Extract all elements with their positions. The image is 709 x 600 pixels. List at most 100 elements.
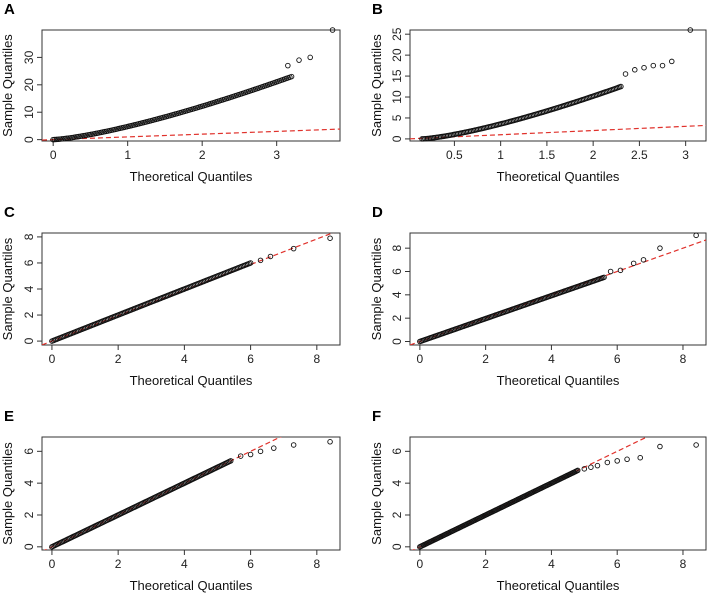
panel-c: C 0 2 4 6 8 0 2 4 6 8 Theoretical Quantiles Sample Q… xyxy=(0,204,341,388)
panel-f: F 0 2 4 6 8 0 2 4 6 Theoretical Quantiles Sample Qu… xyxy=(369,408,707,593)
x-tick-label: 4 xyxy=(181,557,188,571)
y-tick-label: 20 xyxy=(390,48,404,62)
y-tick-label: 6 xyxy=(22,259,36,266)
y-axis-title: Sample Quantiles xyxy=(0,442,15,545)
data-point xyxy=(329,27,336,33)
x-axis-title: Theoretical Quantiles xyxy=(497,373,620,388)
x-tick-label: 4 xyxy=(548,557,555,571)
y-axis-title: Sample Quantiles xyxy=(369,34,384,137)
y-tick-label: 0 xyxy=(22,337,36,344)
reference-line xyxy=(42,128,340,141)
x-tick-label: 8 xyxy=(680,352,687,366)
data-point xyxy=(327,439,333,445)
panel-e: E 0 2 4 6 8 0 2 4 6 Theoretical Quantiles Sample Qu… xyxy=(0,408,341,593)
panel-d: D 0 2 4 6 8 0 2 4 6 8 Theoretical Quantiles Sample Q… xyxy=(369,204,707,388)
y-tick-label: 25 xyxy=(390,27,404,41)
x-tick-label: 0 xyxy=(50,148,57,162)
x-tick-label: 0 xyxy=(49,557,56,571)
data-point xyxy=(588,464,594,470)
data-point xyxy=(618,83,624,90)
y-tick-label: 6 xyxy=(390,448,404,455)
data-point xyxy=(693,232,699,239)
data-point xyxy=(594,462,601,469)
y-tick-label: 10 xyxy=(390,90,404,104)
y-tick-label: 0 xyxy=(22,543,36,550)
data-point xyxy=(247,260,254,266)
y-tick-label: 4 xyxy=(22,285,36,292)
data-point xyxy=(641,64,647,71)
data-point xyxy=(630,260,637,267)
y-tick-label: 15 xyxy=(390,69,404,83)
y-tick-label: 2 xyxy=(22,511,36,518)
x-axis-title: Theoretical Quantiles xyxy=(130,373,253,388)
x-tick-label: 1 xyxy=(497,148,504,162)
x-tick-label: 0 xyxy=(417,352,424,366)
x-tick-label: 2.5 xyxy=(631,148,648,162)
x-tick-label: 6 xyxy=(247,352,254,366)
y-tick-label: 5 xyxy=(390,114,404,121)
plot-frame xyxy=(409,29,707,142)
y-tick-label: 20 xyxy=(22,78,36,92)
data-point xyxy=(657,245,663,251)
x-tick-label: 2 xyxy=(482,352,489,366)
data-point xyxy=(52,136,58,143)
x-axis-title: Theoretical Quantiles xyxy=(130,169,253,184)
y-tick-label: 8 xyxy=(390,245,404,252)
y-tick-label: 0 xyxy=(390,543,404,550)
y-axis-title: Sample Quantiles xyxy=(369,237,384,340)
data-point xyxy=(327,235,333,241)
data-point xyxy=(227,458,234,464)
data-point xyxy=(657,443,663,450)
data-point xyxy=(607,268,614,275)
data-point xyxy=(307,54,313,61)
x-tick-label: 2 xyxy=(482,557,489,571)
data-point xyxy=(290,245,297,252)
y-axis-title: Sample Quantiles xyxy=(0,237,15,340)
y-tick-label: 2 xyxy=(390,511,404,518)
data-point xyxy=(632,67,638,73)
x-tick-label: 2 xyxy=(115,557,122,571)
x-tick-label: 0 xyxy=(417,557,424,571)
x-tick-label: 2 xyxy=(115,352,122,366)
x-tick-label: 2 xyxy=(590,148,597,162)
x-tick-label: 6 xyxy=(614,352,621,366)
data-point xyxy=(50,136,56,143)
y-tick-label: 2 xyxy=(390,315,404,322)
y-tick-label: 0 xyxy=(390,135,404,142)
x-tick-label: 1.5 xyxy=(539,148,556,162)
x-tick-label: 0.5 xyxy=(446,148,463,162)
data-point xyxy=(288,73,295,80)
data-point xyxy=(257,448,264,455)
x-axis-title: Theoretical Quantiles xyxy=(497,578,620,593)
data-point xyxy=(614,458,620,464)
y-tick-label: 2 xyxy=(22,311,36,318)
data-point xyxy=(604,459,611,466)
x-tick-label: 4 xyxy=(548,352,555,366)
data-point xyxy=(622,71,629,77)
x-tick-label: 8 xyxy=(313,352,320,366)
panel-b: B 0.5 1 1.5 2 2.5 3 0 5 10 15 20 25 Theoretical Quant… xyxy=(369,1,707,184)
x-tick-label: 8 xyxy=(680,557,687,571)
y-tick-label: 30 xyxy=(22,50,36,64)
y-tick-label: 0 xyxy=(390,338,404,345)
data-point xyxy=(267,253,274,260)
x-tick-label: 6 xyxy=(247,557,254,571)
x-tick-label: 3 xyxy=(682,148,689,162)
y-tick-label: 4 xyxy=(390,291,404,298)
x-tick-label: 0 xyxy=(49,352,56,366)
data-point xyxy=(637,454,643,461)
data-point xyxy=(237,453,244,459)
y-tick-label: 6 xyxy=(22,448,36,455)
data-point xyxy=(574,467,581,474)
data-point xyxy=(247,451,254,458)
y-tick-label: 8 xyxy=(22,233,36,240)
y-tick-label: 0 xyxy=(22,136,36,143)
panel-label: A xyxy=(4,1,15,18)
data-point xyxy=(624,456,630,463)
panel-label: D xyxy=(372,204,383,221)
data-point xyxy=(693,442,699,448)
data-point xyxy=(296,57,302,63)
data-point xyxy=(617,267,624,274)
